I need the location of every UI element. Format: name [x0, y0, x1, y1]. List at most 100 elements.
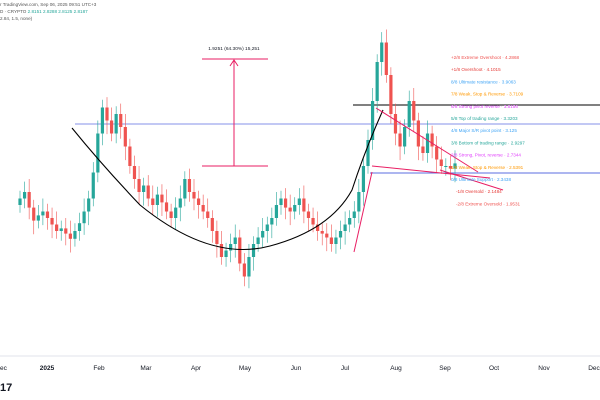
x-tick-label: Jul [341, 365, 350, 372]
candle-body [151, 198, 155, 205]
candle-body [45, 211, 50, 218]
x-tick-label: Nov [538, 365, 550, 372]
measure-label: 1.9251 (64.30%) 15,251 [208, 46, 260, 52]
murrey-level-label: -2/8 Extreme Oversold · 1.9531 [456, 201, 521, 206]
candle-body [334, 237, 338, 244]
candle-body [384, 42, 388, 75]
candle-body [242, 263, 246, 277]
candle-body [196, 198, 201, 205]
candle-body [435, 146, 439, 160]
candle-body [398, 133, 402, 147]
candle-body [270, 218, 274, 225]
candle-body [261, 231, 265, 238]
x-tick-label: Oct [489, 365, 499, 372]
murrey-level-label: 1/8 Weak, Stop & Reverse · 2.5391 [451, 165, 524, 170]
candle-body [178, 198, 182, 208]
candle-body [174, 207, 178, 218]
murrey-level-label: 7/8 Weak, Stop & Reverse · 3.7109 [451, 92, 524, 97]
x-tick-label: Jun [291, 365, 302, 372]
candle-body [380, 42, 384, 62]
murrey-level-label: -1/8 Oversold · 2.1484 [456, 189, 502, 194]
wedge-extension [439, 169, 504, 191]
candle-body [77, 223, 82, 231]
candle-body [412, 101, 416, 121]
murrey-level-label: 5/8 Top of trading range · 3.3203 [451, 116, 518, 121]
candle-body [201, 205, 205, 212]
murrey-level-label: 2/8 Strong, Pivot, reverse · 2.7344 [451, 153, 521, 158]
candle-body [155, 194, 159, 205]
x-tick-label: 2025 [40, 365, 55, 372]
chart-header-ohlc: D · CRYPTO 2.8151 2.8288 2.8125 2.8187 [0, 9, 88, 14]
murrey-level-label: 3/8 Bottom of trading range · 2.9297 [451, 140, 525, 145]
candle-body [366, 140, 370, 166]
candle-body [68, 233, 72, 239]
candle-body [453, 163, 457, 169]
candle-body [283, 198, 288, 208]
candle-body [73, 231, 77, 239]
candle-body [297, 198, 301, 205]
measure-arrowhead [229, 59, 239, 67]
candle-body [251, 244, 256, 257]
candle-body [306, 211, 311, 218]
candle-body [293, 205, 297, 212]
candle-body [41, 211, 45, 216]
candle-body [59, 228, 63, 231]
x-tick-label: Dec [588, 365, 600, 372]
candle-body [338, 231, 343, 238]
candle-body [32, 207, 36, 221]
tradingview-logo: 17 [0, 382, 13, 394]
x-tick-label: ec [0, 365, 8, 372]
candle-body [215, 231, 219, 244]
candle-body [352, 211, 356, 218]
candle-body [50, 218, 54, 225]
candle-body [325, 233, 329, 238]
x-tick-label: Apr [191, 365, 202, 372]
murrey-level-label: +1/8 Overshoot · 4.1015 [451, 67, 501, 72]
candle-body [100, 107, 105, 134]
ohlc-values: 2.8151 2.8288 2.8125 2.8187 [27, 9, 88, 14]
candle-body [137, 179, 141, 192]
candle-body [96, 133, 100, 173]
murrey-level-label: 6/8 Strong pivot reverse · 3.5156 [451, 104, 518, 109]
candle-body [389, 75, 393, 114]
candle-body [192, 192, 196, 199]
x-tick-label: Feb [93, 365, 105, 372]
candle-body [439, 159, 443, 166]
wedge-upper [375, 107, 479, 173]
indicator-params: 2.84, 1.5, none) [0, 16, 33, 21]
candle-body [233, 237, 237, 244]
candle-body [444, 166, 448, 167]
murrey-level-label: 8/8 Ultimate resistance · 3.9063 [451, 79, 516, 84]
candle-body [421, 146, 425, 153]
candle-body [279, 198, 283, 205]
candle-body [164, 202, 169, 212]
candle-body [247, 257, 251, 277]
candle-body [224, 250, 228, 257]
x-tick-label: Aug [390, 365, 402, 372]
candle-body [357, 192, 361, 212]
candle-body [55, 224, 59, 231]
murrey-level-label: 0/8 Ultimate Support · 2.3438 [451, 177, 511, 182]
candle-body [119, 114, 123, 127]
candle-body [393, 114, 398, 134]
candle-body [183, 179, 187, 199]
candle-body [105, 107, 109, 121]
candle-body [265, 224, 269, 231]
candle-body [403, 127, 407, 147]
candle-body [160, 194, 164, 203]
candle-body [416, 120, 420, 147]
candle-body [27, 192, 31, 208]
candle-body [348, 218, 352, 225]
candle-body [329, 237, 333, 244]
chart-header-title: r TradingView.com, Sep 06, 2025 09:51 UT… [0, 2, 97, 7]
x-tick-label: Sep [439, 365, 451, 372]
candle-body [448, 166, 453, 169]
wedge-lower [371, 165, 491, 179]
candle-body [82, 211, 86, 224]
candle-body [123, 127, 127, 147]
candle-body [146, 185, 150, 199]
candle-body [109, 120, 114, 134]
candle-body [320, 231, 324, 234]
candle-body [18, 198, 22, 205]
